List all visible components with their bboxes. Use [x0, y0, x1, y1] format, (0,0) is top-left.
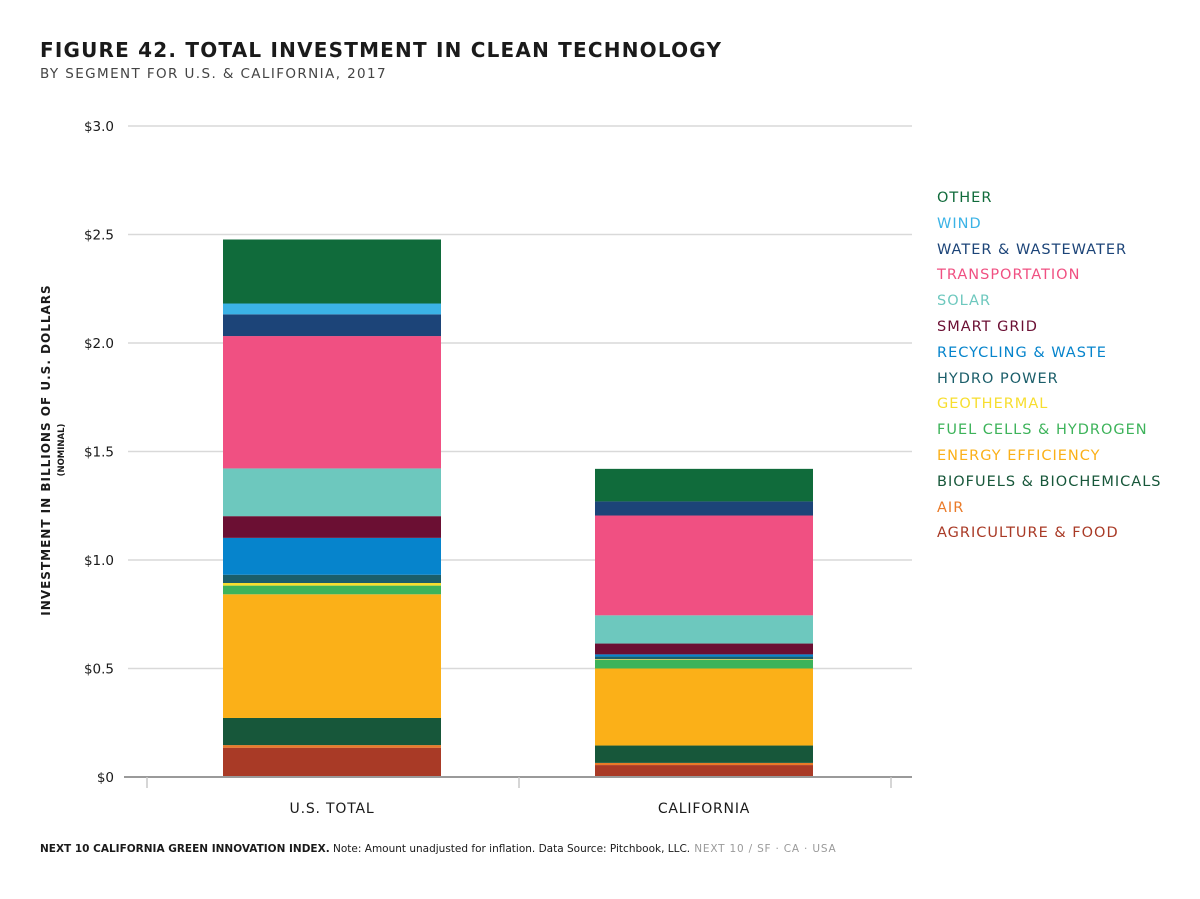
bar-segment-air [223, 745, 441, 748]
bar-segment-smart-grid [595, 643, 813, 655]
x-tick-label: CALIFORNIA [658, 801, 750, 817]
bar-segment-water-wastewater [223, 314, 441, 337]
bar-segment-geothermal [223, 583, 441, 586]
y-tick-label: $3.0 [84, 119, 114, 135]
legend-item: SOLAR [937, 293, 992, 310]
bar-segment-biofuels-biochemicals [223, 717, 441, 746]
footer-source-bold: NEXT 10 CALIFORNIA GREEN INNOVATION INDE… [40, 843, 330, 855]
bar-segment-solar [223, 468, 441, 517]
chart-legend: OTHER WIND WATER & WASTEWATER TRANSPORTATIO… [937, 188, 1162, 549]
legend-item: ENERGY EFFICIENCY [937, 447, 1101, 464]
bar-segment-transportation [223, 336, 441, 469]
legend-item: WIND [937, 215, 982, 232]
legend-item: BIOFUELS & BIOCHEMICALS [937, 473, 1162, 490]
bar-segment-wind [223, 303, 441, 315]
y-tick-label: $1.5 [84, 445, 114, 461]
y-axis-subtitle: (NOMINAL) [57, 423, 67, 476]
bar-segment-biofuels-biochemicals [595, 745, 813, 763]
legend-item: OTHER [937, 190, 993, 206]
bar-segment-other [223, 239, 441, 304]
bar-segment-recycling-waste [595, 654, 813, 657]
y-tick-label: $0 [97, 770, 114, 786]
bar-segment-air [595, 762, 813, 766]
footer-source: NEXT 10 CALIFORNIA GREEN INNOVATION INDE… [40, 843, 836, 855]
y-axis-title: INVESTMENT IN BILLIONS OF U.S. DOLLARS [39, 284, 53, 615]
bar-segment-hydro-power [223, 574, 441, 584]
bar-segment-agriculture-food [223, 747, 441, 777]
bar-segment-transportation [595, 515, 813, 616]
legend-item: AIR [937, 499, 965, 516]
y-tick-label: $2.0 [84, 336, 114, 352]
legend-item: FUEL CELLS & HYDROGEN [937, 422, 1148, 439]
legend-item: SMART GRID [937, 318, 1038, 335]
bar-segment-recycling-waste [223, 537, 441, 575]
legend-item: AGRICULTURE & FOOD [937, 525, 1119, 542]
bar-segment-agriculture-food [595, 765, 813, 777]
bar-segment-geothermal [595, 659, 813, 660]
bar-segment-solar [595, 615, 813, 644]
legend-item: TRANSPORTATION [937, 267, 1081, 284]
bar-segment-energy-efficiency [595, 668, 813, 746]
legend-item: HYDRO POWER [937, 370, 1059, 387]
bar-segment-hydro-power [595, 656, 813, 660]
bar-segment-water-wastewater [595, 501, 813, 516]
chart-title: FIGURE 42. TOTAL INVESTMENT IN CLEAN TEC… [40, 38, 723, 62]
bar-segment-fuel-cells-hydrogen [223, 585, 441, 595]
bar-segment-other [595, 468, 813, 502]
chart-subtitle: BY SEGMENT FOR U.S. & CALIFORNIA, 2017 [40, 66, 388, 82]
footer-note: Note: Amount unadjusted for inflation. D… [329, 843, 691, 855]
bar-segment-fuel-cells-hydrogen [595, 659, 813, 669]
y-tick-label: $1.0 [84, 553, 114, 569]
bar-segment-energy-efficiency [223, 594, 441, 718]
legend-item: WATER & WASTEWATER [937, 241, 1128, 258]
legend-item: RECYCLING & WASTE [937, 344, 1107, 361]
footer-brand: NEXT 10 / SF · CA · USA [690, 843, 837, 855]
x-tick-label: U.S. TOTAL [290, 801, 375, 817]
y-tick-label: $0.5 [84, 662, 114, 678]
bar-segment-smart-grid [223, 516, 441, 538]
legend-item: GEOTHERMAL [937, 396, 1049, 413]
y-tick-label: $2.5 [84, 228, 114, 244]
